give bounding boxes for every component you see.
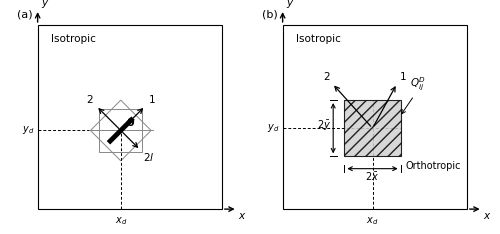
- Text: 1: 1: [149, 95, 156, 105]
- Bar: [344, 100, 401, 156]
- Text: $y_d$: $y_d$: [22, 124, 34, 136]
- Text: $2l$: $2l$: [142, 151, 154, 163]
- Text: Orthotropic: Orthotropic: [405, 161, 460, 171]
- Text: Isotropic: Isotropic: [296, 34, 341, 44]
- Text: $2\bar{x}$: $2\bar{x}$: [366, 171, 380, 183]
- Text: y: y: [41, 0, 47, 8]
- Bar: [282, 25, 467, 209]
- Text: $x_d$: $x_d$: [114, 215, 127, 227]
- Text: 2: 2: [86, 95, 93, 105]
- Text: $y_d$: $y_d$: [267, 122, 280, 134]
- Text: x: x: [238, 211, 245, 221]
- Text: $Q^D_{ij}$: $Q^D_{ij}$: [410, 76, 426, 93]
- Text: (b): (b): [262, 9, 278, 19]
- Text: $x_d$: $x_d$: [366, 215, 378, 227]
- Text: 1: 1: [400, 72, 406, 82]
- Bar: [38, 25, 222, 209]
- Text: 2: 2: [323, 72, 330, 82]
- Text: (a): (a): [18, 9, 33, 19]
- Text: $2\bar{y}$: $2\bar{y}$: [317, 119, 331, 133]
- Text: Isotropic: Isotropic: [51, 34, 96, 44]
- Text: y: y: [286, 0, 292, 8]
- Text: x: x: [484, 211, 490, 221]
- Text: $\mathbf{0}$: $\mathbf{0}$: [126, 116, 136, 128]
